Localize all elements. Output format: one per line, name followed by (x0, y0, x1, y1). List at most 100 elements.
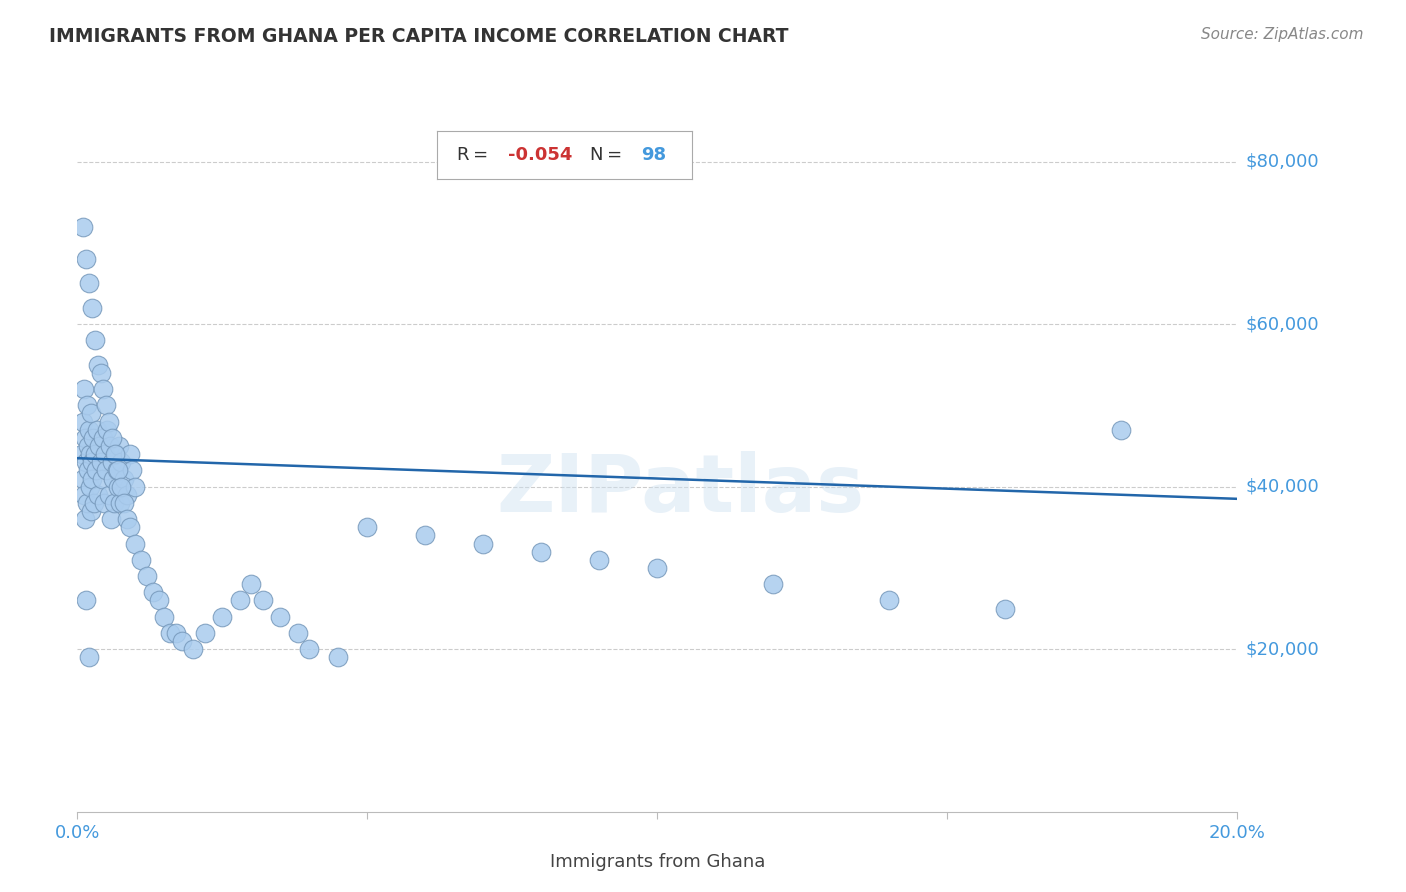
Point (211, 609, 233, 624)
Text: IMMIGRANTS FROM GHANA PER CAPITA INCOME CORRELATION CHART: IMMIGRANTS FROM GHANA PER CAPITA INCOME … (49, 27, 789, 45)
Point (86, 358, 108, 372)
Point (94, 447, 117, 461)
Point (75, 593, 97, 607)
Point (79, 480, 101, 494)
Text: ZIPatlas: ZIPatlas (496, 450, 865, 529)
Text: $40,000: $40,000 (1246, 477, 1319, 496)
Point (90, 366, 111, 380)
Point (530, 544, 553, 558)
Point (75, 431, 97, 445)
Point (240, 577, 263, 591)
Point (77, 463, 100, 477)
Point (994, 601, 1017, 615)
Point (76, 398, 98, 412)
Point (110, 455, 132, 469)
Point (76, 496, 98, 510)
Point (472, 536, 495, 550)
Point (1111, 423, 1133, 437)
Point (112, 471, 135, 485)
Point (77, 277, 100, 291)
Point (84, 463, 107, 477)
Point (96, 398, 118, 412)
Point (124, 480, 146, 494)
Point (104, 447, 127, 461)
Point (87, 488, 110, 502)
Point (73, 488, 96, 502)
Point (252, 593, 274, 607)
Point (77, 423, 100, 437)
Point (72, 415, 94, 429)
Point (105, 463, 128, 477)
Text: Source: ZipAtlas.com: Source: ZipAtlas.com (1201, 27, 1364, 42)
Point (110, 496, 132, 510)
Point (96, 423, 118, 437)
Point (91, 431, 114, 445)
Text: $60,000: $60,000 (1246, 315, 1319, 333)
Point (110, 480, 132, 494)
Point (82, 471, 104, 485)
Point (183, 642, 205, 657)
Point (72, 219, 94, 234)
Point (148, 593, 170, 607)
Point (108, 439, 131, 453)
Point (115, 488, 138, 502)
Point (588, 553, 610, 567)
Point (298, 642, 321, 657)
Point (98, 415, 121, 429)
Point (80, 455, 103, 469)
Point (70, 447, 93, 461)
Point (100, 512, 122, 526)
Point (413, 528, 436, 542)
Point (96, 463, 118, 477)
Point (762, 577, 785, 591)
Point (79, 447, 101, 461)
Point (98, 439, 121, 453)
Point (269, 609, 291, 624)
Point (115, 512, 138, 526)
Point (118, 447, 141, 461)
Point (170, 634, 193, 648)
Point (228, 593, 252, 607)
Point (82, 431, 104, 445)
Point (90, 455, 111, 469)
Point (103, 471, 125, 485)
Point (73, 382, 96, 396)
Point (112, 496, 135, 510)
Point (79, 504, 101, 518)
Point (107, 480, 129, 494)
Point (194, 626, 217, 640)
Point (124, 536, 146, 550)
Point (647, 561, 669, 575)
Point (356, 520, 378, 534)
Point (89, 439, 111, 453)
Point (121, 463, 143, 477)
Point (159, 626, 181, 640)
Point (75, 455, 97, 469)
Point (153, 609, 176, 624)
Point (93, 496, 115, 510)
Text: $20,000: $20,000 (1246, 640, 1319, 658)
Point (101, 455, 124, 469)
Point (877, 593, 901, 607)
Point (118, 520, 141, 534)
Point (101, 431, 124, 445)
X-axis label: Immigrants from Ghana: Immigrants from Ghana (550, 853, 765, 871)
Point (165, 626, 187, 640)
Point (328, 650, 350, 665)
Point (83, 447, 105, 461)
Point (73, 512, 96, 526)
Point (97, 488, 120, 502)
Point (72, 471, 94, 485)
Point (287, 626, 309, 640)
Point (80, 407, 103, 421)
Point (136, 569, 159, 583)
Point (90, 471, 112, 485)
Point (83, 334, 105, 348)
Point (76, 439, 98, 453)
Point (93, 382, 115, 396)
Point (107, 463, 129, 477)
Point (83, 496, 105, 510)
Point (142, 585, 165, 599)
Point (77, 650, 100, 665)
Point (103, 496, 125, 510)
